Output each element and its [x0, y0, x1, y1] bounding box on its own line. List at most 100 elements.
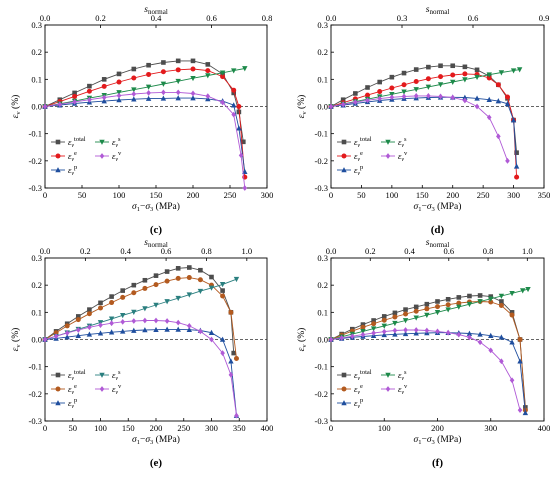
data-point	[205, 62, 211, 67]
y-tick-label: -0.3	[29, 416, 42, 426]
legend-entry: εvs	[95, 136, 121, 149]
panel-label: (e)	[150, 457, 163, 469]
x-tick-label: 200	[187, 190, 200, 200]
data-point	[371, 330, 376, 336]
data-point	[164, 299, 170, 305]
series-4	[328, 327, 523, 414]
x-tick-label: 350	[233, 423, 246, 433]
data-point	[486, 75, 492, 81]
data-point	[131, 91, 137, 97]
x-tick-label: 300	[484, 423, 497, 433]
y-axis-title: εv (%)	[10, 95, 22, 119]
data-point	[228, 371, 234, 378]
x-tick-label: 100	[113, 190, 126, 200]
legend-swatch-marker	[385, 139, 391, 145]
data-point	[450, 79, 456, 85]
data-point	[474, 103, 480, 110]
x-tick-label: 200	[150, 423, 163, 433]
data-point	[340, 101, 346, 108]
data-point	[153, 317, 159, 324]
data-point	[467, 334, 472, 341]
data-point	[198, 267, 203, 273]
data-point	[42, 336, 48, 343]
data-point	[186, 326, 192, 333]
top-tick-label: 0.6	[443, 246, 454, 256]
series-4	[42, 317, 239, 419]
top-tick-label: 0.0	[326, 13, 337, 23]
data-point	[514, 150, 519, 155]
x-tick-label: 250	[477, 190, 490, 200]
legend-entry: εve	[51, 150, 77, 163]
data-point	[116, 92, 122, 99]
y-tick-label: 0.1	[317, 74, 328, 84]
y-tick-label: 0.2	[317, 280, 328, 290]
x-tick-label: 0	[43, 190, 47, 200]
x-axis-title: σ1−σ3 (MPa)	[132, 201, 180, 213]
series-line	[44, 91, 246, 189]
data-point	[208, 329, 215, 336]
data-point	[474, 74, 480, 81]
top-axis-title: snormal	[144, 238, 168, 249]
x-tick-label: 150	[416, 190, 429, 200]
data-point	[64, 330, 70, 336]
legend-entry: εvs	[95, 369, 121, 382]
data-point	[486, 96, 492, 103]
data-point	[522, 409, 529, 416]
data-point	[87, 96, 92, 103]
data-point	[186, 275, 192, 281]
data-point	[64, 334, 70, 340]
data-point	[175, 67, 181, 73]
data-point	[219, 70, 226, 76]
legend-entry: εvtotal	[337, 369, 372, 382]
data-point	[488, 347, 494, 354]
data-point	[219, 282, 226, 288]
legend-swatch-marker	[99, 386, 105, 392]
legend-label: εvv	[112, 383, 122, 396]
data-point	[175, 58, 181, 64]
series-4	[42, 89, 248, 191]
data-point	[42, 103, 48, 110]
y-tick-label: 0.2	[31, 280, 42, 290]
top-tick-label: 0.6	[206, 13, 217, 23]
data-point	[75, 332, 81, 338]
data-point	[509, 291, 515, 297]
x-tick-label: 150	[150, 190, 163, 200]
x-tick-label: 100	[378, 423, 391, 433]
data-point	[425, 76, 431, 82]
data-point	[108, 329, 115, 335]
data-point	[486, 114, 492, 121]
data-point	[426, 64, 431, 70]
data-point	[389, 85, 395, 91]
series-line	[330, 332, 526, 413]
series-2	[328, 329, 529, 416]
data-point	[98, 305, 103, 311]
y-tick-label: -0.3	[29, 183, 42, 193]
data-point	[424, 312, 430, 318]
data-point	[175, 319, 181, 326]
legend-label: εvs	[112, 136, 121, 149]
data-point	[402, 330, 409, 337]
legend-swatch-marker	[55, 153, 61, 159]
data-point	[438, 74, 444, 80]
series-line	[330, 295, 526, 408]
top-tick-label: 0.2	[95, 13, 106, 23]
series-line	[330, 95, 508, 161]
data-point	[499, 358, 504, 365]
data-point	[236, 109, 242, 115]
data-point	[445, 329, 451, 336]
data-point	[231, 87, 237, 93]
data-point	[161, 89, 166, 96]
data-point	[72, 98, 77, 105]
data-point	[381, 328, 387, 335]
data-point	[525, 286, 531, 293]
data-point	[101, 83, 107, 89]
legend-entry: εvp	[337, 397, 363, 410]
legend-entry: εvv	[381, 150, 408, 163]
legend-label: εvp	[354, 164, 363, 177]
data-point	[146, 90, 151, 96]
data-point	[175, 78, 181, 85]
data-point	[456, 300, 462, 306]
